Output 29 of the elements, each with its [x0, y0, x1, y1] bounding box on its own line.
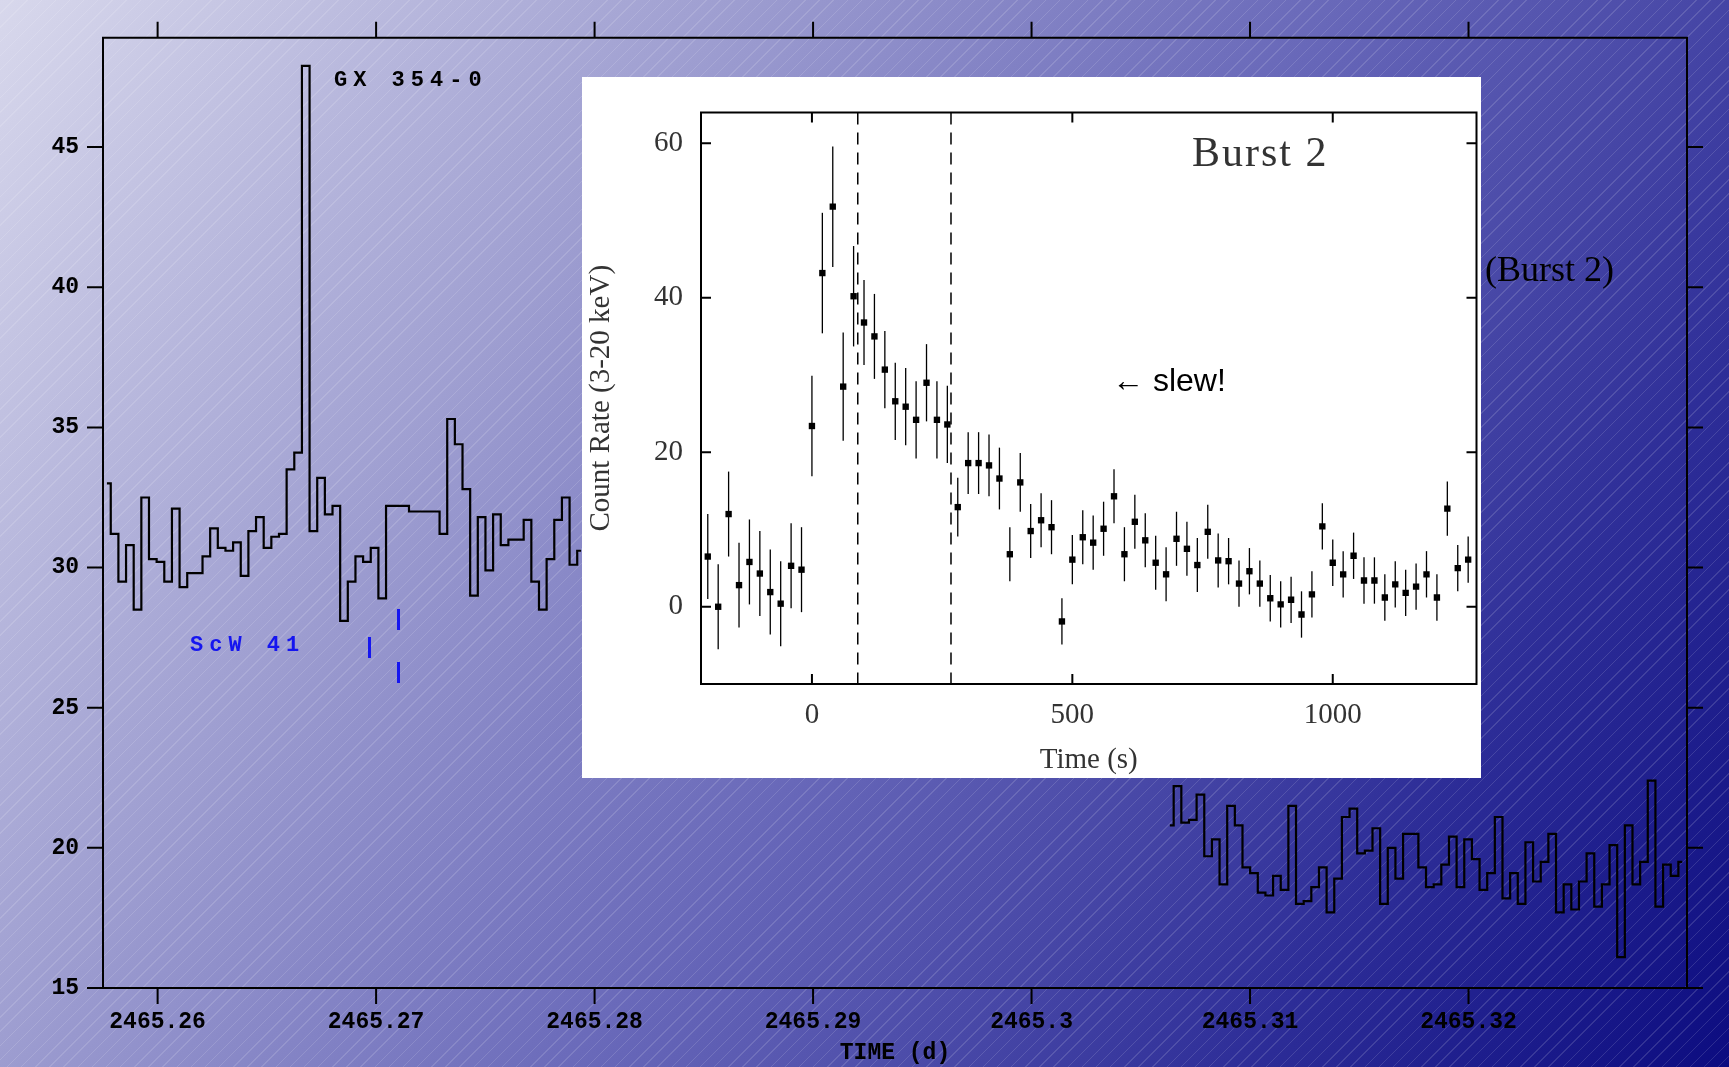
y-axis-title: Count Rate (3-20 keV) [583, 264, 617, 532]
y-tick-label: 20 [654, 433, 683, 466]
x-axis-title: TIME (d) [839, 1040, 951, 1066]
x-tick-label: 2465.32 [1420, 1008, 1517, 1035]
y-tick-label: 40 [654, 279, 683, 312]
annotation: ScW 41 [190, 633, 306, 658]
x-tick-label: 2465.29 [764, 1008, 862, 1035]
x-tick-label: 0 [804, 697, 820, 730]
y-tick-label: 60 [654, 124, 683, 157]
x-tick-label: 2465.26 [109, 1008, 206, 1035]
x-tick-label: 2465.3 [990, 1008, 1073, 1035]
y-tick-label: 25 [51, 694, 79, 721]
x-tick-label: 2465.27 [327, 1008, 425, 1035]
y-tick-label: 30 [51, 554, 79, 581]
y-tick-label: 15 [51, 974, 79, 1001]
y-tick-label: 35 [51, 414, 79, 441]
annotation: ← slew! [1112, 362, 1226, 399]
annotation: Burst 2 [1192, 128, 1329, 176]
y-tick-label: 0 [668, 588, 683, 621]
x-tick-label: 2465.28 [546, 1008, 643, 1035]
x-tick-label: 2465.31 [1201, 1008, 1299, 1035]
y-tick-label: 40 [51, 274, 79, 301]
x-tick-label: 1000 [1303, 697, 1362, 730]
annotation: (Burst 2) [1485, 248, 1614, 290]
y-tick-label: 20 [51, 834, 79, 861]
x-axis-title: Time (s) [1039, 742, 1138, 776]
annotation: GX 354-0 [334, 68, 488, 93]
x-tick-label: 500 [1050, 697, 1095, 730]
y-tick-label: 45 [51, 133, 79, 160]
